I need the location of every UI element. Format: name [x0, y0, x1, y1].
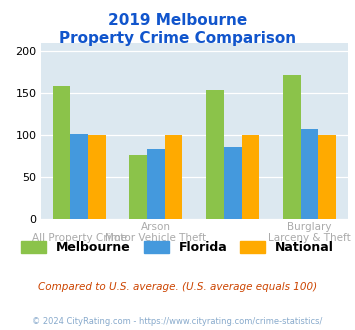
Bar [206, 90, 224, 219]
Bar [318, 135, 336, 219]
Text: Arson: Arson [141, 222, 171, 232]
Text: 2019 Melbourne: 2019 Melbourne [108, 13, 247, 28]
Text: Compared to U.S. average. (U.S. average equals 100): Compared to U.S. average. (U.S. average … [38, 282, 317, 292]
Bar [165, 135, 182, 219]
Bar [70, 134, 88, 219]
Text: Burglary: Burglary [287, 222, 332, 232]
Bar [130, 155, 147, 219]
Text: Larceny & Theft: Larceny & Theft [268, 233, 351, 243]
Bar [283, 75, 301, 219]
Bar [147, 149, 165, 219]
Text: All Property Crime: All Property Crime [32, 233, 127, 243]
Text: Property Crime Comparison: Property Crime Comparison [59, 31, 296, 46]
Bar [241, 135, 259, 219]
Bar [301, 129, 318, 219]
Bar [224, 147, 241, 219]
Bar [88, 135, 106, 219]
Text: Motor Vehicle Theft: Motor Vehicle Theft [105, 233, 207, 243]
Bar [53, 86, 70, 219]
Legend: Melbourne, Florida, National: Melbourne, Florida, National [21, 241, 334, 254]
Text: © 2024 CityRating.com - https://www.cityrating.com/crime-statistics/: © 2024 CityRating.com - https://www.city… [32, 317, 323, 326]
